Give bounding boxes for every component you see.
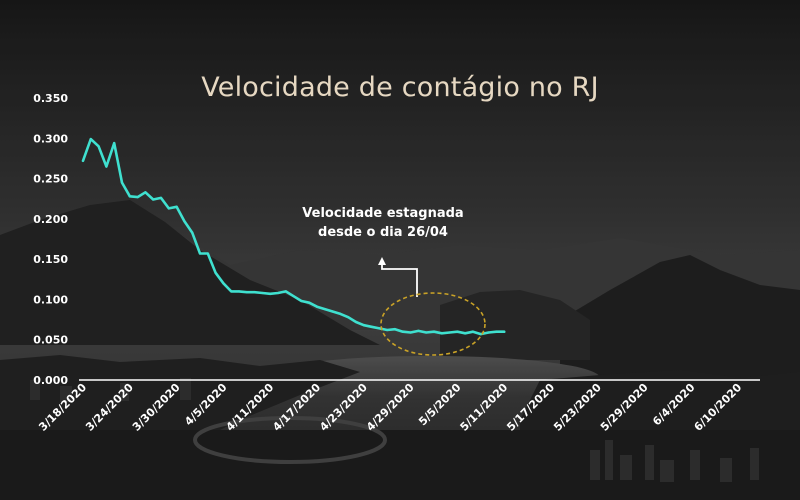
data-point	[136, 196, 139, 199]
data-point	[448, 331, 451, 334]
data-point	[206, 252, 209, 255]
y-tick-label: 0.350	[33, 92, 68, 105]
data-point	[370, 325, 373, 328]
data-point	[284, 290, 287, 293]
chart-title: Velocidade de contágio no RJ	[201, 72, 599, 103]
data-point	[409, 331, 412, 334]
y-axis: 0.000 0.050 0.100 0.150 0.200 0.250 0.300 0.350	[33, 92, 68, 387]
series-group	[81, 137, 506, 336]
y-tick-label: 0.050	[33, 334, 68, 347]
y-tick-label: 0.250	[33, 173, 68, 186]
x-tick-label: 5/11/2020	[458, 381, 511, 434]
data-point	[362, 324, 365, 327]
x-tick-label: 3/30/2020	[130, 381, 183, 434]
data-point	[300, 299, 303, 303]
annotation-line-1: Velocidade estagnada	[302, 206, 464, 221]
data-point	[417, 329, 420, 332]
data-point	[425, 331, 428, 334]
y-tick-label: 0.000	[33, 374, 68, 387]
data-point	[276, 291, 280, 295]
x-tick-label: 3/24/2020	[83, 381, 136, 434]
data-point	[495, 330, 498, 333]
data-point	[331, 310, 334, 313]
data-point	[401, 330, 404, 333]
x-tick-label: 5/5/2020	[416, 381, 464, 429]
data-point	[237, 290, 241, 293]
data-point	[479, 333, 482, 336]
x-tick-label: 3/18/2020	[36, 381, 89, 434]
y-tick-label: 0.200	[33, 213, 68, 226]
data-point	[378, 327, 381, 330]
data-point	[432, 330, 436, 333]
data-point	[183, 220, 186, 223]
x-tick-label: 4/17/2020	[270, 381, 323, 434]
data-point	[354, 320, 358, 324]
annotation-line-2: desde o dia 26/04	[318, 225, 448, 240]
annotation-arrow	[381, 264, 418, 297]
x-tick-label: 5/17/2020	[504, 381, 557, 434]
x-tick-label: 4/5/2020	[182, 381, 230, 429]
data-point	[456, 330, 459, 333]
data-point	[440, 332, 443, 335]
annotation-arrowhead	[378, 257, 386, 265]
data-point	[89, 138, 92, 141]
data-point	[386, 328, 389, 332]
data-point	[128, 195, 131, 198]
data-point	[144, 191, 147, 194]
data-point	[167, 207, 170, 210]
data-point	[198, 252, 202, 255]
data-point	[81, 159, 85, 162]
data-point	[113, 142, 116, 145]
data-point	[230, 290, 233, 293]
data-point	[464, 332, 467, 335]
x-tick-label: 4/29/2020	[364, 381, 417, 434]
data-point	[97, 145, 100, 148]
data-point	[159, 196, 163, 199]
data-point	[393, 328, 397, 331]
data-point	[261, 291, 264, 295]
data-point	[347, 316, 350, 319]
data-point	[503, 330, 506, 333]
data-point	[315, 305, 319, 308]
x-tick-label: 4/11/2020	[224, 381, 277, 434]
x-tick-label: 4/23/2020	[317, 381, 370, 434]
annotation-group	[378, 257, 486, 356]
data-point	[120, 181, 124, 184]
data-point	[214, 271, 217, 274]
x-tick-label: 6/10/2020	[692, 381, 745, 434]
annotation-text: Velocidade estagnada desde o dia 26/04	[278, 204, 488, 242]
data-point	[269, 292, 272, 295]
data-point	[471, 330, 475, 333]
x-tick-label: 6/4/2020	[650, 381, 698, 429]
stagnation-highlight-ellipse	[380, 292, 486, 356]
data-point	[292, 295, 295, 298]
data-point	[253, 291, 256, 294]
data-point	[191, 231, 194, 234]
y-tick-label: 0.100	[33, 293, 68, 306]
data-point	[222, 282, 225, 285]
y-tick-label: 0.150	[33, 253, 68, 266]
data-point	[487, 331, 490, 334]
data-point	[245, 291, 248, 294]
data-point	[308, 301, 311, 304]
y-tick-label: 0.300	[33, 132, 68, 145]
x-tick-label: 5/29/2020	[598, 381, 651, 434]
data-point	[323, 308, 326, 311]
data-point	[152, 198, 155, 201]
x-tick-label: 5/23/2020	[551, 381, 604, 434]
data-point	[105, 165, 108, 168]
data-point	[175, 205, 178, 208]
data-point	[339, 312, 342, 315]
